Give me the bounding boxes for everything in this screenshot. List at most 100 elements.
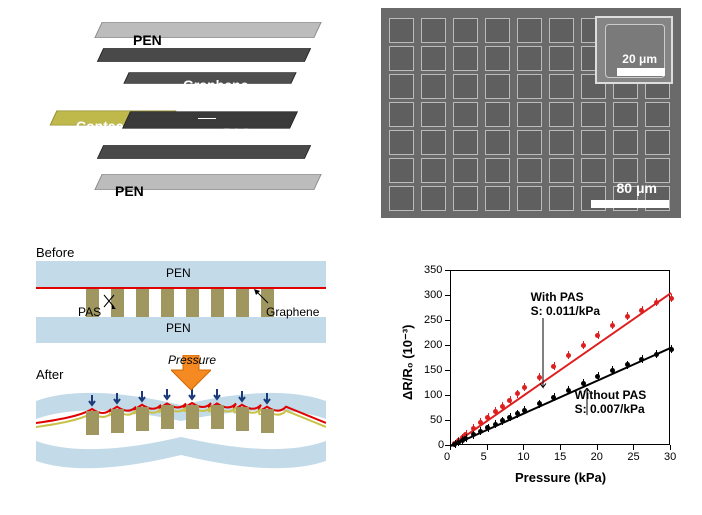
error-bar (480, 427, 481, 435)
main-scalebar-label: 80 μm (617, 180, 657, 196)
sem-pillar (485, 46, 510, 71)
y-axis-label: ΔR/R₀ (10⁻³) (400, 324, 416, 400)
sem-pillar (549, 102, 574, 127)
pillar (261, 409, 274, 433)
x-axis-label: Pressure (kPa) (515, 470, 606, 485)
before-section: PEN PEN PAS Graphene (36, 261, 326, 343)
sem-inset: 20 μm (595, 16, 673, 84)
error-bar (671, 345, 672, 353)
x-tick-label: 25 (627, 451, 639, 463)
sem-pillar (389, 130, 414, 155)
error-bar (554, 393, 555, 401)
x-tick (633, 445, 634, 450)
sem-pillar (517, 46, 542, 71)
error-bar (495, 420, 496, 428)
sem-pillar (485, 18, 510, 43)
sensitivity-chart: Pressure (kPa) ΔR/R₀ (10⁻³) 051015202530… (400, 260, 690, 495)
layer-label-pen-bot: PEN (115, 183, 144, 199)
y-tick-label: 50 (430, 414, 442, 426)
graphene-label: Graphene (266, 305, 319, 319)
force-arrow-icon (163, 389, 171, 408)
sem-pillar (421, 74, 446, 99)
sem-pillar (517, 186, 542, 211)
sem-pillar (453, 130, 478, 155)
layer-label-contact: Contact (76, 118, 128, 134)
pillar (186, 405, 199, 429)
error-bar (583, 341, 584, 349)
error-bar (612, 321, 613, 329)
sem-pillar (453, 158, 478, 183)
after-section (36, 383, 326, 478)
force-arrow-icon (213, 389, 221, 408)
error-bar (517, 410, 518, 418)
error-bar (568, 351, 569, 359)
sem-pillar (485, 158, 510, 183)
sem-pillar (549, 186, 574, 211)
sem-pillar (389, 74, 414, 99)
pillar (161, 405, 174, 429)
force-arrow-icon (138, 391, 146, 410)
pillar (136, 289, 149, 317)
error-bar (517, 390, 518, 398)
pillar (161, 289, 174, 317)
x-tick (523, 445, 524, 450)
layer-label-graphene: Graphene (183, 77, 248, 93)
main-scalebar (591, 200, 669, 208)
sem-micrograph: 20 μm 80 μm (381, 8, 681, 218)
y-tick (445, 345, 450, 346)
sem-pillar (421, 102, 446, 127)
sem-pillar (485, 186, 510, 211)
error-bar (473, 431, 474, 439)
sem-pillar (549, 46, 574, 71)
pillar (186, 289, 199, 317)
sem-pillar (421, 18, 446, 43)
y-tick (445, 320, 450, 321)
sem-pillar (389, 186, 414, 211)
after-label: After (36, 367, 63, 382)
sem-pillar (549, 158, 574, 183)
sem-pillar (389, 18, 414, 43)
force-arrow-icon (88, 395, 96, 414)
sem-pillar (549, 18, 574, 43)
series-label: With PASS: 0.011/kPa (531, 290, 600, 318)
error-bar (612, 366, 613, 374)
sem-pillar (453, 102, 478, 127)
error-bar (598, 372, 599, 380)
pillar (136, 407, 149, 431)
sem-pillar (453, 46, 478, 71)
layer-pen-top (98, 16, 318, 44)
y-tick-label: 0 (438, 439, 444, 451)
sem-pillar (581, 158, 606, 183)
sem-pillar (645, 102, 670, 127)
y-tick-label: 200 (424, 339, 442, 351)
sem-pillar (549, 74, 574, 99)
x-tick (670, 445, 671, 450)
exploded-layer-diagram: PENSiO2GrapheneContactPASSiO2PEN (28, 10, 348, 215)
inset-scalebar-label: 20 μm (622, 52, 657, 66)
pen-label-2: PEN (166, 321, 191, 335)
sem-pillar (517, 158, 542, 183)
sem-pillar (389, 158, 414, 183)
sem-pillar (549, 130, 574, 155)
error-bar (502, 402, 503, 410)
before-label: Before (36, 245, 74, 260)
sem-pillar (453, 186, 478, 211)
sem-pillar (613, 102, 638, 127)
graphene-layer-before (36, 287, 326, 289)
x-tick (560, 445, 561, 450)
error-bar (583, 379, 584, 387)
y-tick (445, 295, 450, 296)
pillar (211, 405, 224, 429)
layer-label-pas: PAS (223, 125, 251, 141)
sem-pillar (421, 46, 446, 71)
sem-pillar (485, 102, 510, 127)
x-tick (450, 445, 451, 450)
sem-pillar (485, 130, 510, 155)
y-tick-label: 350 (424, 264, 442, 276)
error-bar (539, 400, 540, 408)
sem-pillar (421, 186, 446, 211)
error-bar (656, 350, 657, 358)
error-bar (642, 306, 643, 314)
sem-pillar (421, 130, 446, 155)
sem-pillar (581, 102, 606, 127)
